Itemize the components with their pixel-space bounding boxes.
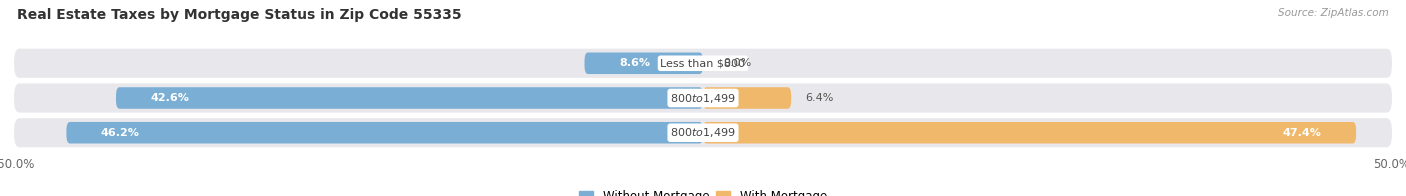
Text: $800 to $1,499: $800 to $1,499 <box>671 92 735 104</box>
Text: 8.6%: 8.6% <box>619 58 650 68</box>
FancyBboxPatch shape <box>14 49 1392 78</box>
Text: 42.6%: 42.6% <box>150 93 190 103</box>
FancyBboxPatch shape <box>117 87 703 109</box>
FancyBboxPatch shape <box>14 118 1392 147</box>
Text: 0.0%: 0.0% <box>724 58 752 68</box>
Text: $800 to $1,499: $800 to $1,499 <box>671 126 735 139</box>
Text: 46.2%: 46.2% <box>101 128 139 138</box>
Legend: Without Mortgage, With Mortgage: Without Mortgage, With Mortgage <box>574 185 832 196</box>
Text: Less than $800: Less than $800 <box>661 58 745 68</box>
Text: 47.4%: 47.4% <box>1282 128 1322 138</box>
FancyBboxPatch shape <box>14 83 1392 113</box>
Text: Real Estate Taxes by Mortgage Status in Zip Code 55335: Real Estate Taxes by Mortgage Status in … <box>17 8 461 22</box>
FancyBboxPatch shape <box>66 122 703 143</box>
Text: Source: ZipAtlas.com: Source: ZipAtlas.com <box>1278 8 1389 18</box>
FancyBboxPatch shape <box>585 53 703 74</box>
FancyBboxPatch shape <box>703 87 792 109</box>
Text: 6.4%: 6.4% <box>806 93 834 103</box>
FancyBboxPatch shape <box>703 122 1357 143</box>
